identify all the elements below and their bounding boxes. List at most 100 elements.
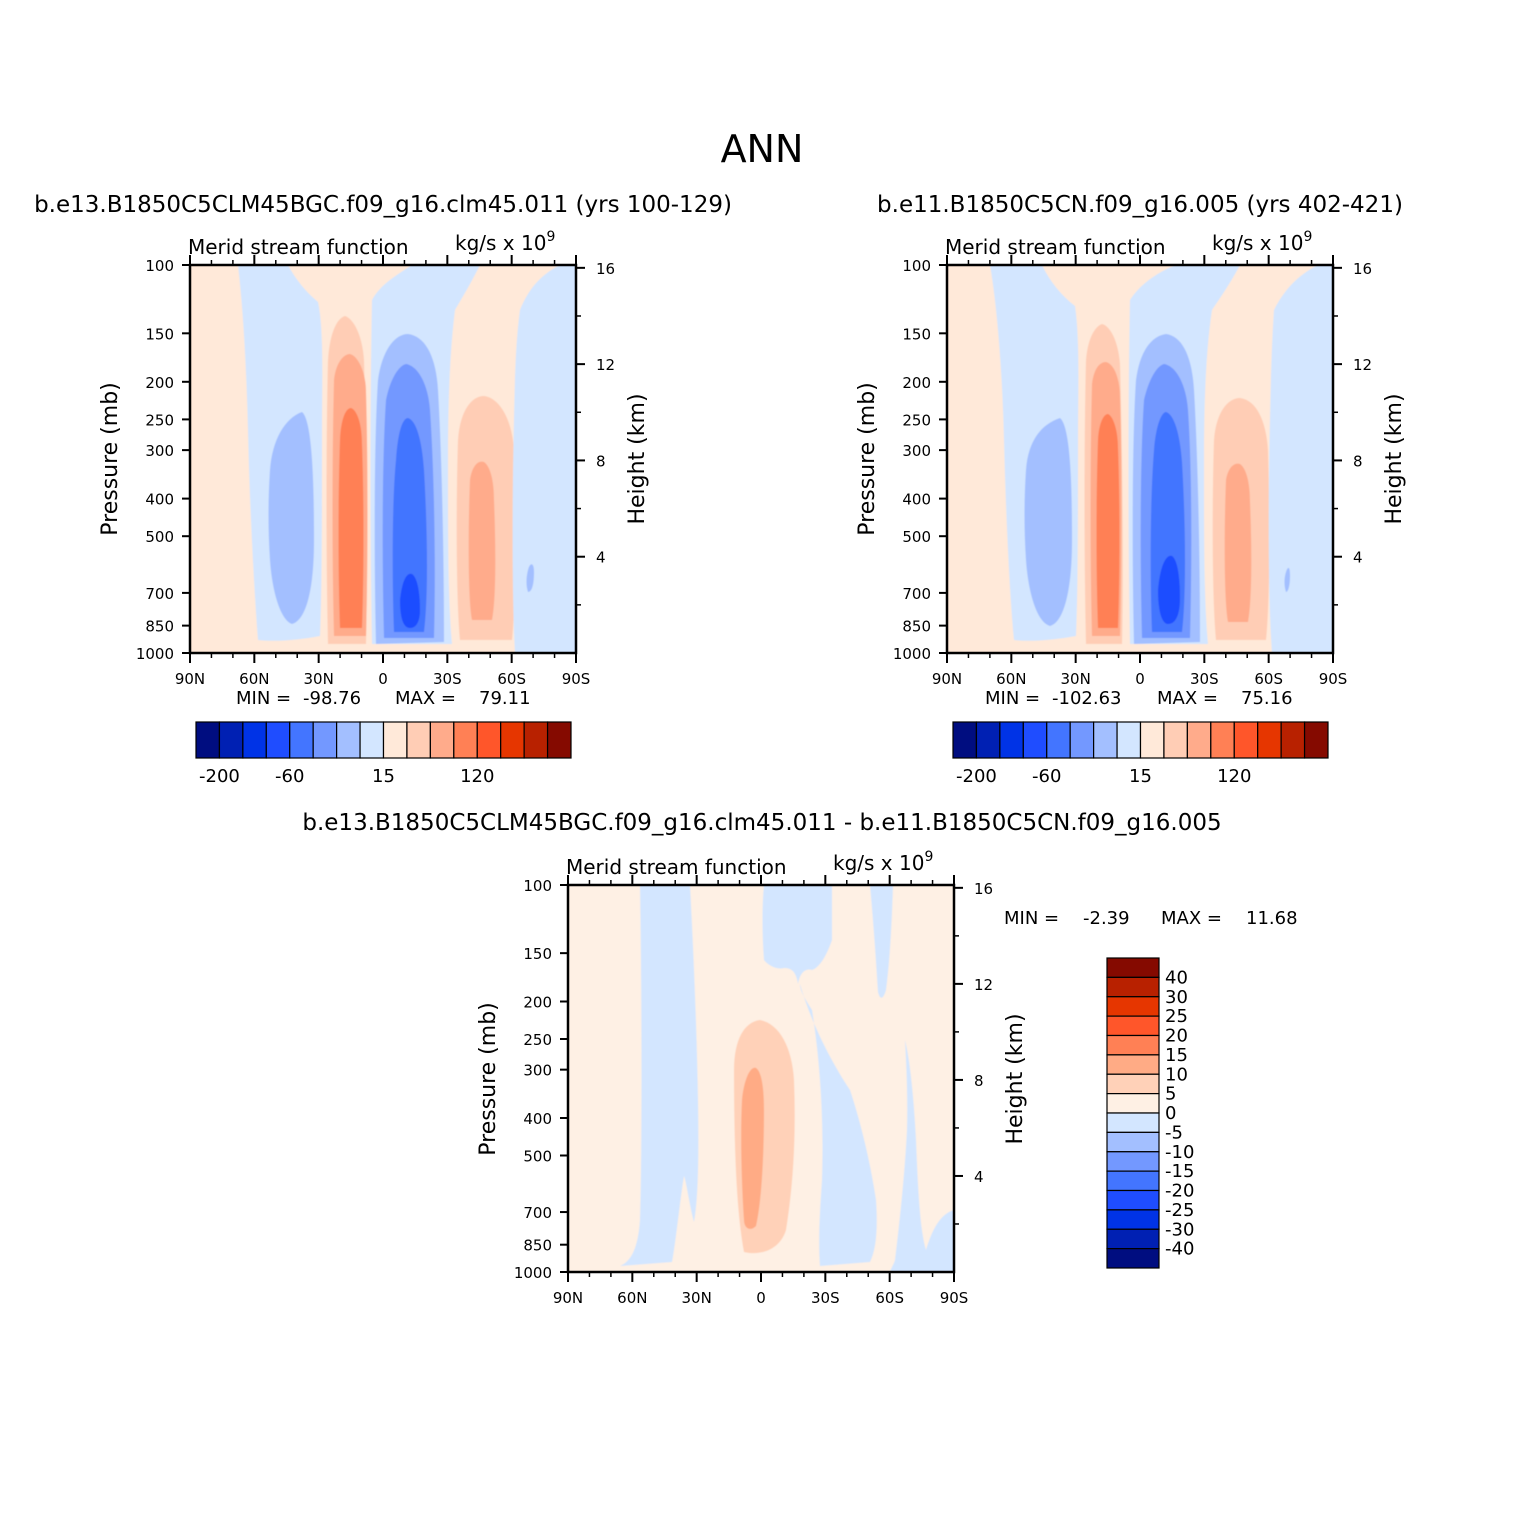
pressure-tick-label: 700 <box>902 585 931 603</box>
panel-2-contour-polar-blue-spot <box>1284 567 1290 592</box>
panel-2-units-exp: 9 <box>1303 229 1312 245</box>
panel-1-contours <box>190 265 576 653</box>
panel-3-units: kg/s x 109 <box>833 849 933 875</box>
colorbar-swatch <box>1106 1093 1160 1114</box>
panel-2-contours <box>947 265 1333 653</box>
height-tick-label: 4 <box>1353 549 1363 567</box>
pressure-tick-label: 400 <box>902 491 931 509</box>
colorbar-swatch <box>406 721 431 759</box>
height-tick-label: 12 <box>974 976 993 994</box>
colorbar-swatch <box>1106 1015 1160 1037</box>
panel-3-ylabel-right: Height (km) <box>1003 1013 1028 1144</box>
colorbar-label: 15 <box>1129 766 1152 787</box>
colorbar-swatch <box>1233 721 1259 759</box>
lat-tick-label: 60N <box>996 670 1026 688</box>
panel-2: b.e11.B1850C5CN.f09_g16.005 (yrs 402-421… <box>855 192 1407 787</box>
colorbar-swatch <box>265 721 291 759</box>
pressure-tick-label: 400 <box>145 491 174 509</box>
pressure-tick-label: 150 <box>523 945 552 963</box>
height-tick-label: 12 <box>596 356 615 374</box>
pressure-tick-label: 300 <box>523 1062 552 1080</box>
colorbar-swatch <box>242 721 267 759</box>
lat-tick-label: 90N <box>175 670 205 688</box>
pressure-tick-label: 200 <box>523 993 552 1011</box>
colorbar-label: 20 <box>1165 1026 1188 1047</box>
colorbar-swatch <box>1186 721 1212 759</box>
lat-tick-label: 0 <box>1135 670 1145 688</box>
panel-3-min-label: MIN = <box>1004 908 1059 929</box>
panel-1-colorbar: -200 -60 15 120 <box>195 721 572 787</box>
panel-1-left-label: Merid stream function <box>188 235 409 259</box>
pressure-tick-label: 250 <box>902 411 931 429</box>
colorbar-label: -30 <box>1165 1219 1194 1240</box>
pressure-tick-label: 200 <box>902 374 931 392</box>
pressure-tick-label: 250 <box>523 1031 552 1049</box>
panel-1-ylabel-right: Height (km) <box>625 393 650 524</box>
colorbar-label: -60 <box>1032 766 1061 787</box>
panel-2-contour-sh-red-2 <box>1224 463 1252 622</box>
colorbar-swatch <box>312 721 338 759</box>
height-tick-label: 16 <box>596 260 615 278</box>
panel-2-contour-sh-blue-4 <box>1158 555 1180 624</box>
colorbar-swatch <box>1163 721 1188 759</box>
lat-tick-label: 30S <box>1190 670 1219 688</box>
colorbar-swatch <box>1106 1170 1160 1192</box>
panel-1-contour-sh-blue-4 <box>400 573 420 628</box>
lat-tick-label: 30N <box>1061 670 1091 688</box>
colorbar-swatch <box>1022 721 1048 759</box>
panel-1-contour-sh-red-2 <box>468 461 496 620</box>
colorbar-swatch <box>1106 1054 1160 1075</box>
lat-tick-label: 30N <box>682 1289 712 1307</box>
pressure-tick-label: 200 <box>145 374 174 392</box>
pressure-tick-label: 150 <box>902 325 931 343</box>
panel-2-max-value: 75.16 <box>1241 688 1293 709</box>
pressure-tick-label: 100 <box>902 257 931 275</box>
colorbar-swatch <box>1106 1248 1160 1269</box>
lat-tick-label: 90N <box>553 1289 583 1307</box>
colorbar-swatch <box>1106 1112 1160 1133</box>
pressure-tick-label: 500 <box>902 528 931 546</box>
pressure-tick-label: 250 <box>145 411 174 429</box>
lat-tick-label: 30N <box>304 670 334 688</box>
colorbar-label: -40 <box>1165 1239 1194 1260</box>
colorbar-swatch <box>1106 1209 1160 1230</box>
colorbar-swatch <box>975 721 1001 759</box>
pressure-tick-label: 150 <box>145 325 174 343</box>
colorbar-swatch <box>523 721 549 759</box>
panel-1-ylabel: Pressure (mb) <box>98 382 123 536</box>
colorbar-label: 0 <box>1165 1103 1176 1124</box>
panel-2-units-base: kg/s x 10 <box>1212 231 1303 255</box>
panel-1: b.e13.B1850C5CLM45BGC.f09_g16.clm45.011 … <box>34 192 732 787</box>
colorbar-label: 120 <box>1217 766 1251 787</box>
colorbar-label: 30 <box>1165 987 1188 1008</box>
lat-tick-label: 30S <box>811 1289 840 1307</box>
pressure-tick-label: 300 <box>145 442 174 460</box>
panel-1-title: b.e13.B1850C5CLM45BGC.f09_g16.clm45.011 … <box>34 192 732 218</box>
pressure-tick-label: 850 <box>523 1237 552 1255</box>
panel-1-contour-polar-blue <box>512 265 576 653</box>
colorbar-swatch <box>1106 1189 1160 1211</box>
panel-1-contour-sh-blue-3 <box>392 418 427 632</box>
colorbar-label: 25 <box>1165 1006 1188 1027</box>
colorbar-swatch <box>195 721 221 759</box>
colorbar-label: 15 <box>372 766 395 787</box>
colorbar-label: 40 <box>1165 967 1188 988</box>
pressure-tick-label: 100 <box>145 257 174 275</box>
panel-3-min-value: -2.39 <box>1083 908 1130 929</box>
colorbar-swatch <box>289 721 314 759</box>
height-tick-label: 12 <box>1353 356 1372 374</box>
panel-2-contour-nh-blue <box>1024 418 1072 626</box>
colorbar-label: 5 <box>1165 1084 1176 1105</box>
colorbar-swatch <box>1257 721 1282 759</box>
height-tick-label: 16 <box>1353 260 1372 278</box>
panel-1-units-exp: 9 <box>546 229 555 245</box>
panel-1-max-label: MAX = <box>395 688 456 709</box>
pressure-tick-label: 700 <box>145 585 174 603</box>
panel-3-max-label: MAX = <box>1161 908 1222 929</box>
colorbar-swatch <box>359 721 385 759</box>
panel-1-units: kg/s x 109 <box>455 229 555 255</box>
panel-1-contour-red-3 <box>338 408 364 628</box>
panel-2-contour-polar-blue <box>1268 265 1333 653</box>
